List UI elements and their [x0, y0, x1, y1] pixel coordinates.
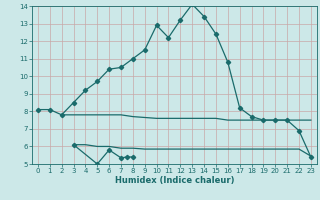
- X-axis label: Humidex (Indice chaleur): Humidex (Indice chaleur): [115, 176, 234, 185]
